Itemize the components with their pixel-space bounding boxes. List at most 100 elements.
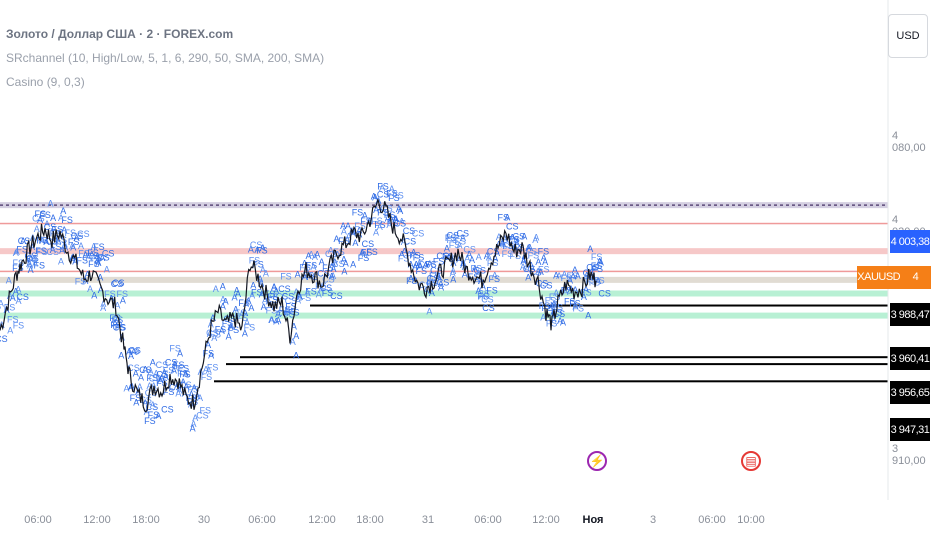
casino-mark: A	[28, 265, 34, 275]
casino-mark: CS	[536, 279, 549, 289]
casino-mark: A	[413, 260, 419, 270]
casino-mark: A	[406, 249, 412, 259]
casino-mark: CS	[276, 309, 289, 319]
casino-mark: A	[191, 383, 197, 393]
level-line	[310, 304, 888, 307]
price-label-black-value: 3 988,47	[890, 308, 930, 321]
casino-mark: A	[95, 251, 101, 261]
casino-mark: A	[208, 351, 214, 361]
casino-mark: A	[516, 243, 522, 253]
casino-mark: FS	[201, 372, 213, 382]
casino-mark: A	[13, 248, 19, 258]
casino-mark: FS	[91, 254, 103, 264]
casino-mark: FS	[455, 236, 467, 246]
casino-mark: FS	[36, 236, 48, 246]
casino-mark: A	[183, 369, 189, 379]
casino-mark: CS	[487, 247, 500, 257]
casino-mark: FS	[61, 215, 73, 225]
casino-mark: A	[82, 250, 88, 260]
casino-mark: A	[192, 413, 198, 423]
casino-mark: A	[549, 301, 555, 311]
casino-mark: FS	[354, 221, 366, 231]
casino-mark: A	[319, 257, 325, 267]
casino-mark: FS	[200, 405, 212, 415]
casino-mark: A	[59, 245, 65, 255]
casino-mark: A	[58, 256, 64, 266]
time-tick-label: 3	[649, 514, 657, 526]
price-label-black: 3 988,47	[890, 303, 930, 326]
casino-mark: A	[258, 278, 264, 288]
casino-mark: A	[295, 270, 301, 280]
casino-mark: FS	[163, 387, 175, 397]
casino-mark: A	[302, 258, 308, 268]
casino-mark: A	[359, 247, 365, 257]
casino-mark: A	[372, 192, 378, 202]
legend-indicator-casino[interactable]: Casino (9, 0,3)	[6, 75, 85, 89]
casino-mark: A	[104, 265, 110, 275]
casino-mark: A	[58, 213, 64, 223]
casino-mark: FS	[409, 250, 421, 260]
casino-mark: A	[525, 273, 531, 283]
casino-mark: CS	[149, 374, 162, 384]
us-flag-icon[interactable]: ▤	[741, 451, 761, 471]
casino-mark: CS	[77, 229, 90, 239]
lightning-icon[interactable]: ⚡	[587, 451, 607, 471]
casino-mark: FS	[35, 246, 47, 256]
casino-mark: A	[412, 262, 418, 272]
casino-mark: A	[188, 390, 194, 400]
casino-mark: A	[133, 397, 139, 407]
time-tick-label: 10:00	[737, 514, 765, 526]
casino-mark: A	[408, 274, 414, 284]
casino-mark: A	[205, 340, 211, 350]
casino-mark: A	[306, 251, 312, 261]
casino-mark: A	[99, 253, 105, 263]
casino-mark: A	[188, 400, 194, 410]
casino-mark: A	[540, 312, 546, 322]
casino-mark: A	[521, 232, 527, 242]
casino-mark: A	[575, 271, 581, 281]
casino-mark: FS	[551, 307, 563, 317]
casino-mark: A	[120, 296, 126, 306]
casino-mark: A	[362, 211, 368, 221]
casino-mark: A	[133, 369, 139, 379]
casino-mark: CS	[165, 357, 178, 367]
casino-mark: FS	[228, 325, 240, 335]
casino-mark: FS	[478, 292, 490, 302]
currency-button[interactable]: USD	[888, 14, 928, 58]
casino-mark: FS	[249, 255, 261, 265]
casino-mark: FS	[569, 299, 581, 309]
price-series	[0, 199, 597, 413]
casino-mark: FS	[130, 393, 142, 403]
price-label-symbol-value: 4 002,40	[900, 266, 931, 306]
casino-mark: A	[484, 251, 490, 261]
casino-mark: A	[521, 256, 527, 266]
casino-mark: A	[399, 250, 405, 260]
casino-mark: FS	[186, 393, 198, 403]
casino-mark: A	[509, 232, 515, 242]
casino-mark: CS	[127, 363, 140, 373]
casino-mark: FS	[580, 287, 592, 297]
casino-mark: A	[259, 290, 265, 300]
legend-symbol-title[interactable]: Золото / Доллар США · 2 · FOREX.com	[6, 27, 234, 41]
casino-mark: CS	[285, 296, 298, 306]
casino-mark: A	[70, 254, 76, 264]
casino-mark: A	[114, 300, 120, 310]
casino-mark: A	[340, 221, 346, 231]
casino-mark: A	[28, 254, 34, 264]
casino-mark: FS	[50, 242, 62, 252]
casino-mark: A	[295, 296, 301, 306]
casino-mark: A	[499, 238, 505, 248]
casino-mark: FS	[526, 246, 538, 256]
casino-mark: A	[273, 286, 279, 296]
casino-mark: CS	[102, 248, 115, 258]
casino-mark: A	[525, 243, 531, 253]
casino-mark: CS	[169, 382, 182, 392]
casino-mark: CS	[507, 235, 520, 245]
legend-indicator-srchannel[interactable]: SRchannel (10, High/Low, 5, 1, 6, 290, 5…	[6, 51, 325, 65]
casino-mark: FS	[542, 303, 554, 313]
casino-mark: A	[74, 233, 80, 243]
casino-mark: CS	[282, 292, 295, 302]
casino-mark: A	[118, 320, 124, 330]
casino-mark: A	[4, 305, 10, 315]
